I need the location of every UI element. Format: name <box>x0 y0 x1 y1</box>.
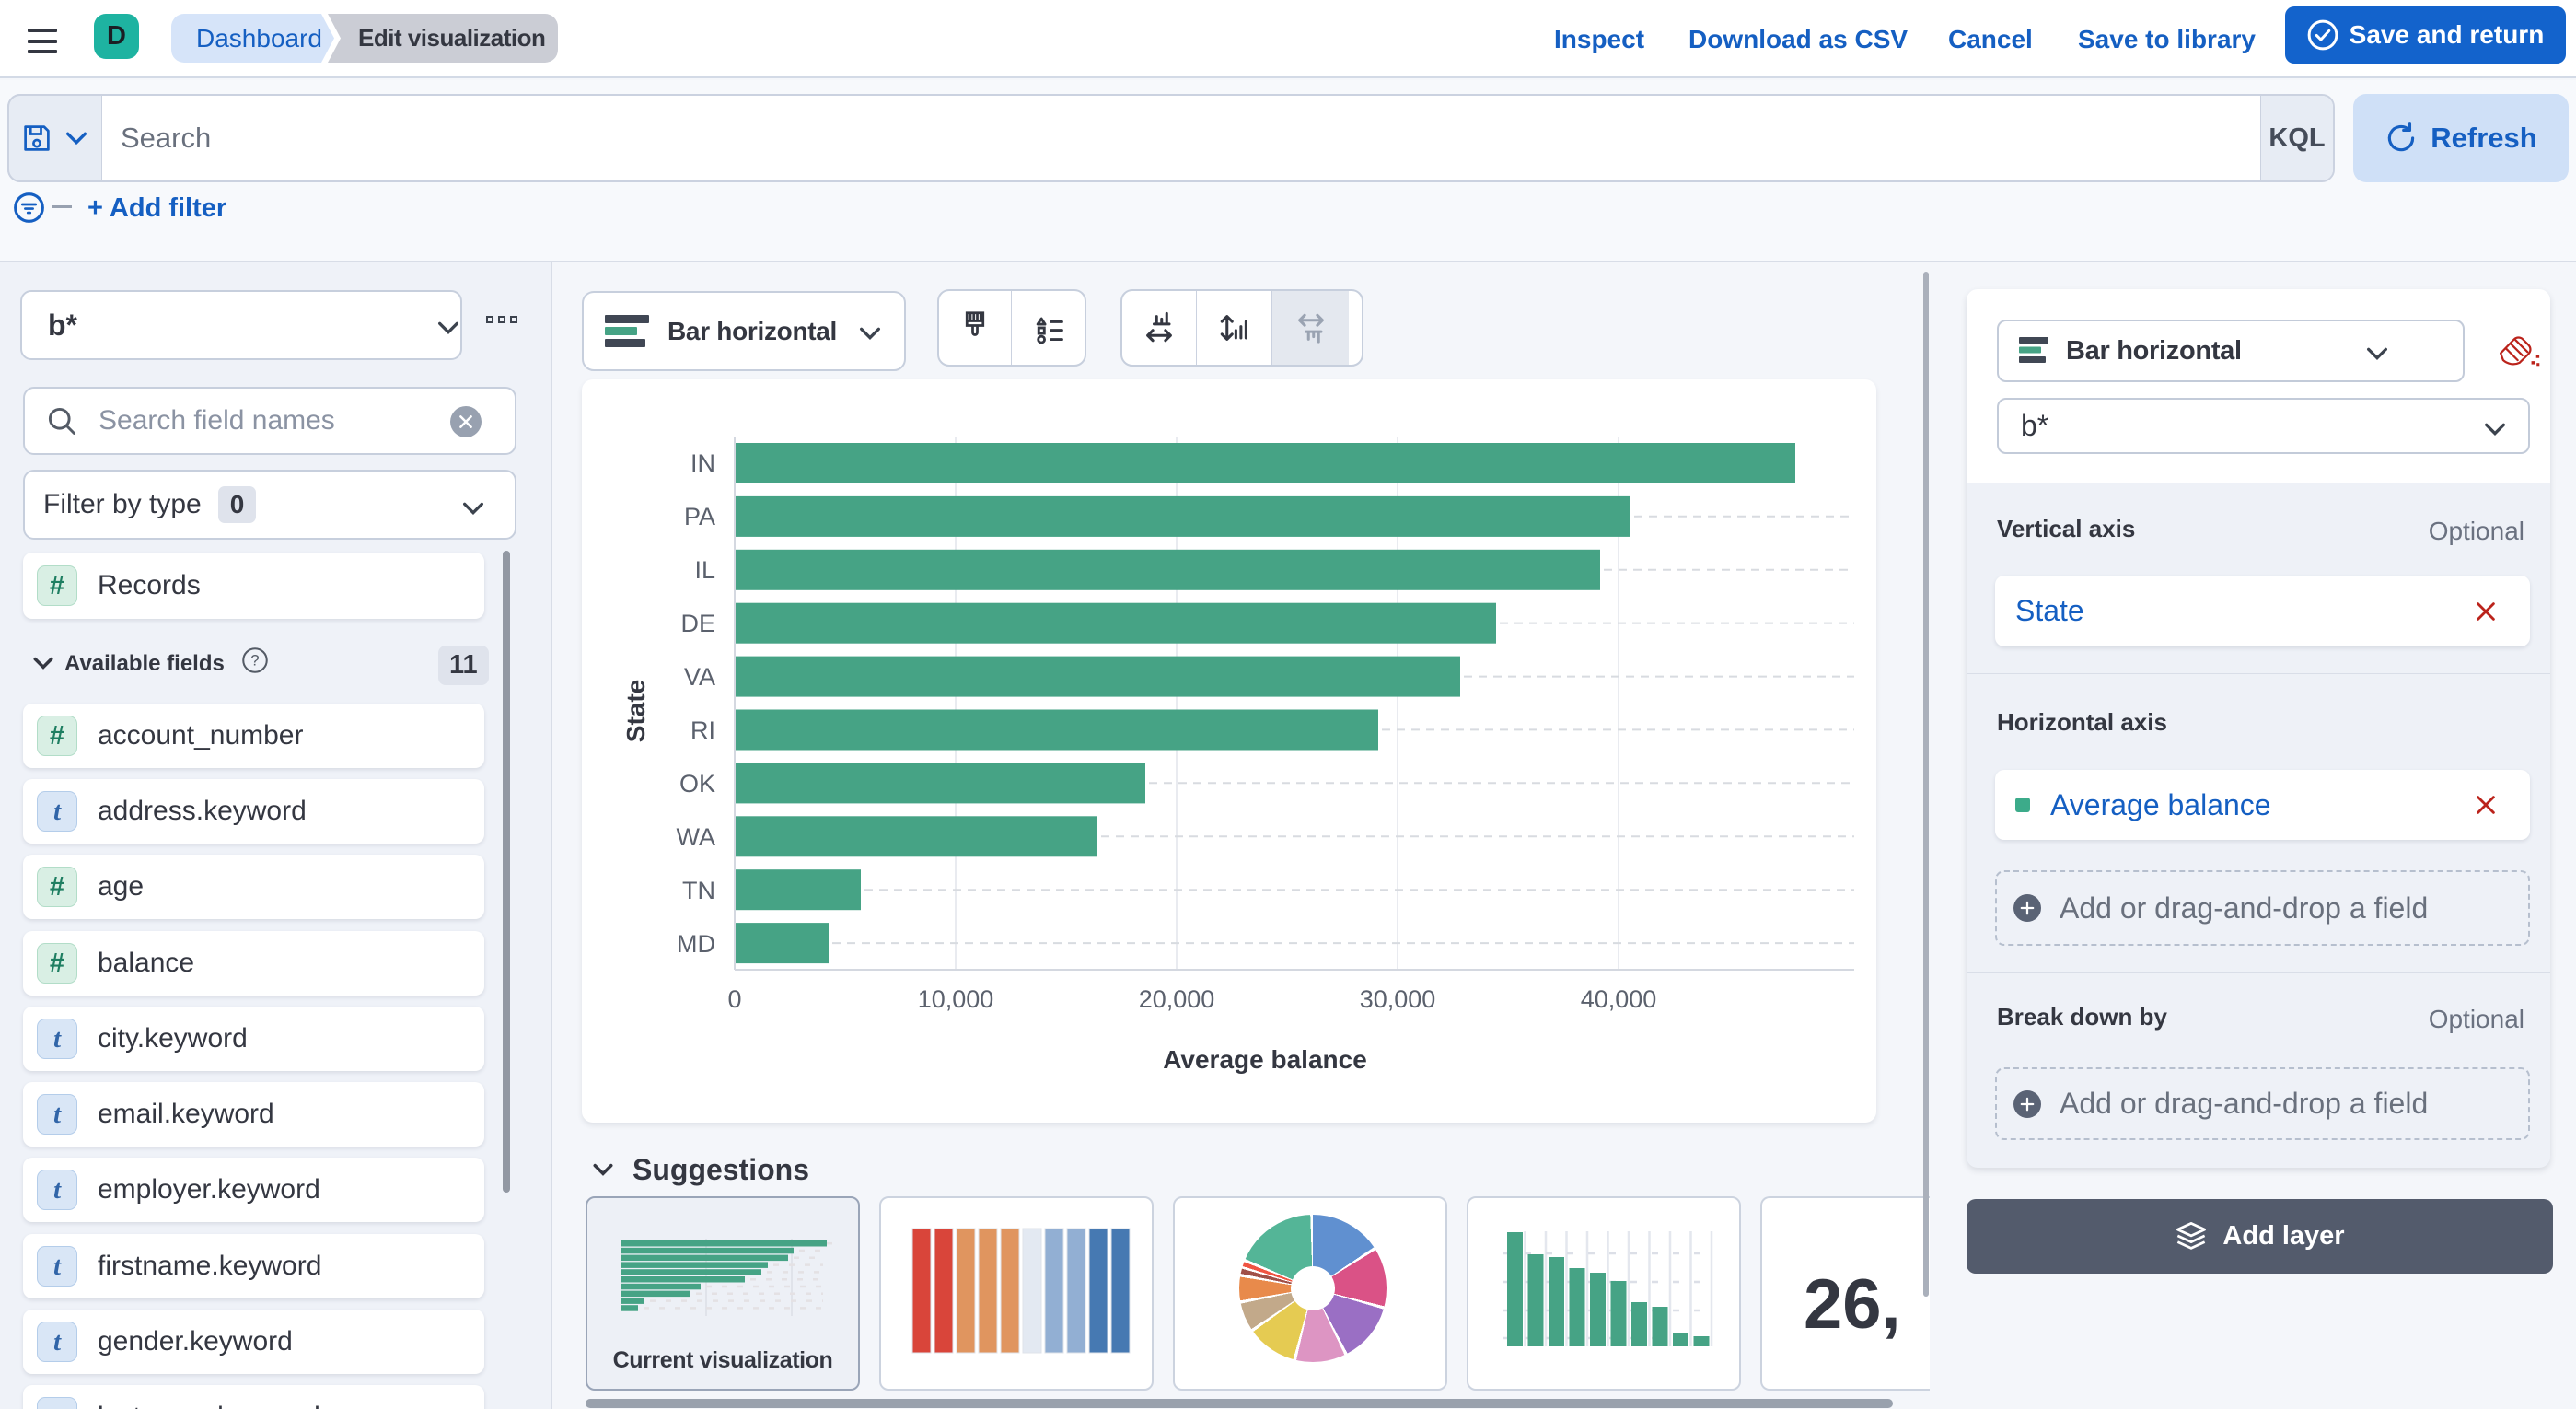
svg-text:0: 0 <box>727 985 741 1013</box>
svg-text:OK: OK <box>679 770 715 798</box>
svg-text:WA: WA <box>677 823 716 851</box>
svg-text:RI: RI <box>690 716 715 744</box>
svg-text:30,000: 30,000 <box>1360 985 1436 1013</box>
svg-text:?: ? <box>250 652 259 670</box>
svg-text:40,000: 40,000 <box>1581 985 1657 1013</box>
svg-text:Average balance: Average balance <box>1163 1045 1367 1074</box>
svg-text:State: State <box>621 680 650 742</box>
svg-text:20,000: 20,000 <box>1139 985 1215 1013</box>
svg-text:VA: VA <box>684 663 715 691</box>
svg-text:MD: MD <box>677 930 715 958</box>
svg-text:TN: TN <box>682 877 715 904</box>
svg-text:PA: PA <box>684 503 715 530</box>
svg-text:DE: DE <box>680 610 715 637</box>
svg-text:IN: IN <box>690 449 715 477</box>
svg-text:10,000: 10,000 <box>918 985 994 1013</box>
svg-text:IL: IL <box>694 556 715 584</box>
